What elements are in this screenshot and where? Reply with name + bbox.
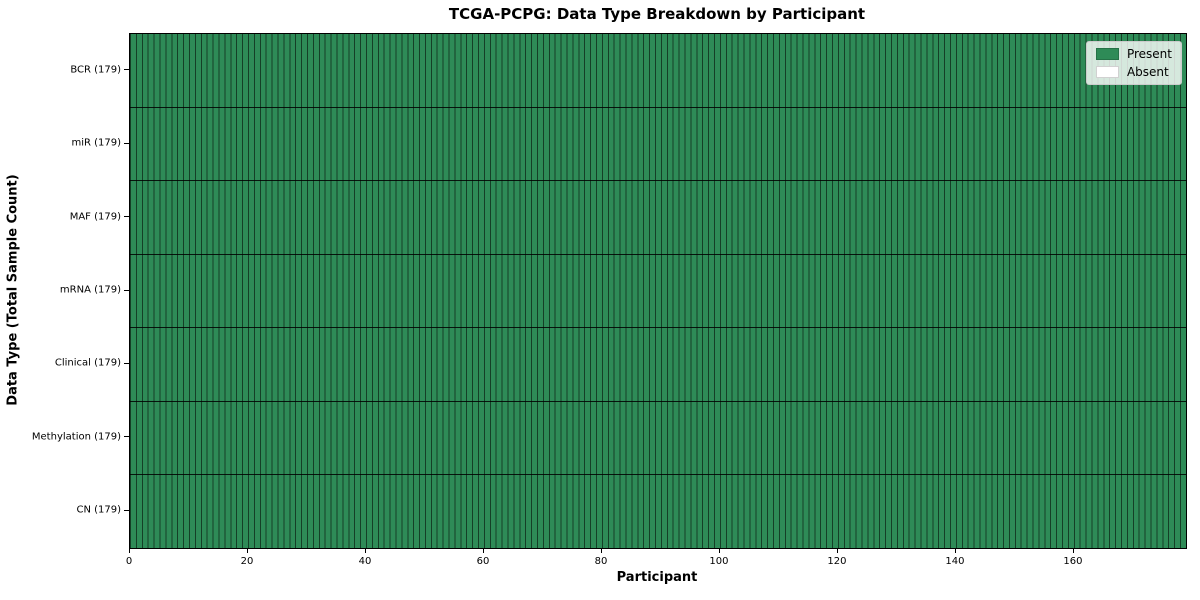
x-tick-label: 140 — [945, 556, 965, 567]
y-tick-mark — [124, 289, 129, 291]
y-tick-mark — [124, 142, 129, 144]
x-tick-label: 100 — [709, 556, 729, 567]
plot-area: Present Absent — [129, 33, 1187, 549]
x-tick-mark — [600, 549, 602, 553]
x-axis-label: Participant — [616, 570, 698, 585]
legend-item-present: Present — [1095, 47, 1172, 61]
x-tick-mark — [718, 549, 720, 553]
legend: Present Absent — [1085, 41, 1182, 85]
heatmap-row-clinical — [130, 327, 1186, 401]
x-tick-mark — [954, 549, 956, 553]
x-tick-label: 80 — [594, 556, 608, 567]
chart-title: TCGA-PCPG: Data Type Breakdown by Partic… — [448, 5, 866, 23]
x-tick-mark — [129, 549, 130, 553]
heatmap-row-mrna — [130, 253, 1186, 328]
y-tick-mark — [124, 436, 129, 438]
heatmap-row-methylation — [130, 400, 1186, 475]
legend-swatch-absent — [1095, 66, 1119, 78]
x-tick-label: 20 — [240, 556, 254, 567]
y-tick-mark — [124, 69, 129, 71]
x-tick-label: 120 — [827, 556, 847, 567]
x-tick-mark — [482, 549, 484, 553]
x-tick-mark — [364, 549, 366, 553]
x-tick-mark — [1072, 549, 1074, 553]
x-tick-mark — [836, 549, 838, 553]
heatmap-row-bcr — [130, 34, 1186, 107]
y-tick-label: Clinical (179) — [54, 357, 121, 369]
legend-label: Present — [1126, 47, 1172, 61]
y-tick-label: miR (179) — [71, 137, 121, 149]
x-tick-label: 60 — [476, 556, 490, 567]
y-axis-label: Data Type (Total Sample Count) — [5, 174, 21, 406]
y-tick-label: Methylation (179) — [31, 431, 121, 443]
y-tick-label: mRNA (179) — [59, 284, 121, 296]
y-tick-label: CN (179) — [76, 504, 121, 516]
heatmap-grid — [130, 34, 1186, 549]
heatmap-row-mir — [130, 106, 1186, 181]
y-tick-mark — [124, 216, 129, 218]
heatmap-row-maf — [130, 180, 1186, 254]
legend-swatch-present — [1095, 48, 1119, 60]
x-tick-label: 0 — [125, 556, 133, 567]
y-tick-label: BCR (179) — [70, 64, 121, 76]
y-tick-mark — [124, 509, 129, 511]
x-tick-label: 160 — [1063, 556, 1083, 567]
heatmap-row-cn — [130, 474, 1186, 549]
y-tick-label: MAF (179) — [69, 211, 121, 223]
legend-label: Absent — [1126, 65, 1169, 79]
legend-item-absent: Absent — [1095, 65, 1172, 79]
x-tick-mark — [246, 549, 248, 553]
y-tick-mark — [124, 362, 129, 364]
x-tick-label: 40 — [358, 556, 372, 567]
